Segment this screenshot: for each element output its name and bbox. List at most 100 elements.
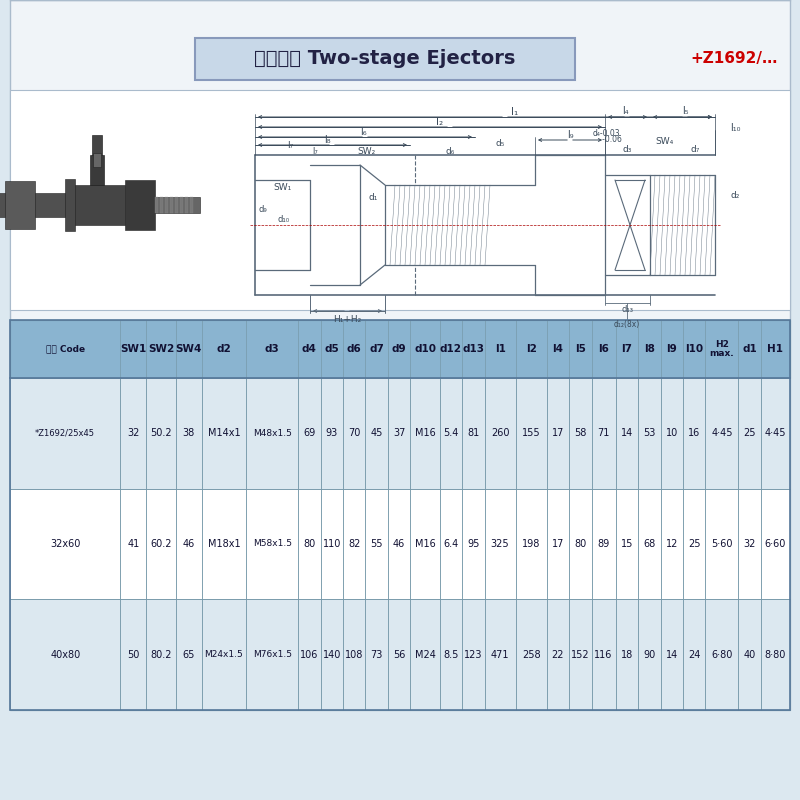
Text: 89: 89: [598, 539, 610, 549]
Text: l₂: l₂: [437, 117, 443, 127]
Text: l₁: l₁: [511, 107, 518, 117]
Text: l8: l8: [644, 344, 654, 354]
Text: l₇: l₇: [287, 141, 293, 150]
Text: M18x1: M18x1: [208, 539, 240, 549]
Text: 22: 22: [552, 650, 564, 660]
Text: d6: d6: [347, 344, 362, 354]
Text: SW₂: SW₂: [358, 147, 376, 157]
Text: 15: 15: [621, 539, 633, 549]
Text: d₁₃: d₁₃: [621, 305, 633, 314]
Text: M24x1.5: M24x1.5: [205, 650, 243, 659]
Text: 4·45: 4·45: [765, 428, 786, 438]
Text: 325: 325: [490, 539, 510, 549]
Bar: [160, 197, 163, 213]
Text: M16: M16: [414, 539, 435, 549]
Text: l10: l10: [685, 344, 703, 354]
Text: 471: 471: [491, 650, 510, 660]
Text: 68: 68: [643, 539, 655, 549]
Text: 108: 108: [345, 650, 363, 660]
Text: M24: M24: [414, 650, 435, 660]
Text: 80.2: 80.2: [150, 650, 172, 660]
Text: 46: 46: [182, 539, 194, 549]
Text: 24: 24: [688, 650, 701, 660]
Text: 50.2: 50.2: [150, 428, 172, 438]
Text: 123: 123: [464, 650, 482, 660]
Text: l₆: l₆: [360, 127, 366, 137]
Text: l9: l9: [666, 344, 677, 354]
Text: d4: d4: [302, 344, 317, 354]
Text: 25: 25: [743, 428, 756, 438]
Text: M76x1.5: M76x1.5: [253, 650, 292, 659]
Text: 6.4: 6.4: [443, 539, 458, 549]
Text: d13: d13: [462, 344, 484, 354]
Bar: [10, 0, 790, 710]
Bar: [0, 193, 70, 217]
Text: H1: H1: [767, 344, 783, 354]
Text: d10: d10: [414, 344, 436, 354]
Bar: [10, 378, 790, 489]
Text: *Z1692/25x45: *Z1692/25x45: [35, 429, 95, 438]
Text: 90: 90: [643, 650, 655, 660]
Bar: [155, 197, 200, 213]
Text: d₇: d₇: [690, 146, 700, 154]
Text: M58x1.5: M58x1.5: [253, 539, 292, 549]
Text: d₁₀: d₁₀: [277, 215, 289, 225]
Text: 53: 53: [643, 428, 655, 438]
Text: 50: 50: [127, 650, 139, 660]
Text: +Z1692/…: +Z1692/…: [690, 51, 778, 66]
Text: l5: l5: [575, 344, 586, 354]
Text: 80: 80: [574, 539, 586, 549]
Text: 8·80: 8·80: [765, 650, 786, 660]
Text: M48x1.5: M48x1.5: [253, 429, 292, 438]
Text: 60.2: 60.2: [150, 539, 172, 549]
Text: l4: l4: [552, 344, 563, 354]
Bar: [180, 197, 183, 213]
Text: 152: 152: [571, 650, 590, 660]
Bar: [5, 181, 35, 229]
Text: 14: 14: [621, 428, 633, 438]
Bar: [10, 599, 790, 710]
Text: d₅: d₅: [495, 138, 505, 147]
Text: 型号 Code: 型号 Code: [46, 345, 85, 354]
Text: l7: l7: [622, 344, 633, 354]
Text: 12: 12: [666, 539, 678, 549]
Text: 14: 14: [666, 650, 678, 660]
Text: 37: 37: [393, 428, 406, 438]
Text: 80: 80: [303, 539, 315, 549]
Text: 17: 17: [552, 539, 564, 549]
Text: 32x60: 32x60: [50, 539, 81, 549]
Text: SW₁: SW₁: [274, 182, 292, 191]
Bar: [10, 320, 790, 710]
Text: d₂: d₂: [730, 190, 740, 199]
Text: 16: 16: [688, 428, 700, 438]
Bar: [90, 155, 104, 185]
Text: d₁₂(8x): d₁₂(8x): [614, 321, 640, 330]
Text: d1: d1: [742, 344, 757, 354]
Text: d2: d2: [217, 344, 231, 354]
Text: l1: l1: [494, 344, 506, 354]
Text: d5: d5: [325, 344, 339, 354]
Text: 二次顶出 Two-stage Ejectors: 二次顶出 Two-stage Ejectors: [254, 50, 516, 69]
Text: SW1: SW1: [120, 344, 146, 354]
Bar: [93, 153, 101, 167]
Text: d₆: d₆: [446, 146, 454, 155]
Text: l₈: l₈: [324, 135, 330, 145]
Text: d₁: d₁: [368, 193, 378, 202]
Text: l₄: l₄: [622, 106, 628, 116]
Text: d9: d9: [392, 344, 406, 354]
Text: l₉: l₉: [566, 130, 574, 140]
Bar: [195, 38, 575, 80]
Text: d7: d7: [370, 344, 384, 354]
Text: 5.4: 5.4: [443, 428, 458, 438]
Text: l₁₀: l₁₀: [730, 123, 740, 133]
Text: d₃: d₃: [622, 146, 632, 154]
Text: 65: 65: [182, 650, 194, 660]
Bar: [170, 197, 173, 213]
Text: M14x1: M14x1: [208, 428, 240, 438]
Text: SW₄: SW₄: [656, 137, 674, 146]
Text: 82: 82: [348, 539, 361, 549]
Text: 258: 258: [522, 650, 541, 660]
Text: SW2: SW2: [148, 344, 174, 354]
Text: 56: 56: [393, 650, 406, 660]
Bar: [185, 197, 188, 213]
